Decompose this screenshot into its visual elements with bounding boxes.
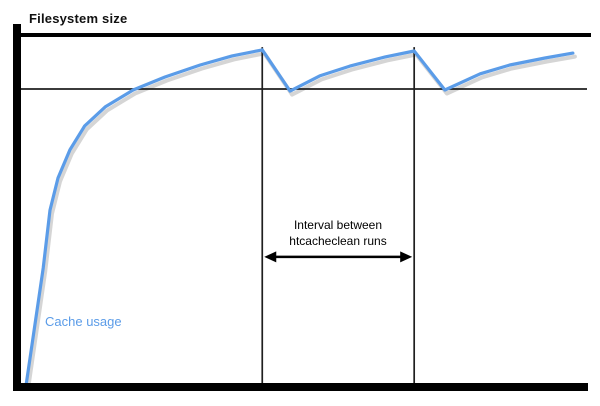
interval-annotation-line2: htcacheclean runs: [289, 234, 387, 248]
filesystem-size-label: Filesystem size: [29, 11, 128, 26]
interval-annotation: Interval between htcacheclean runs: [253, 217, 423, 249]
interval-annotation-line1: Interval between: [293, 218, 383, 232]
cache-usage-label: Cache usage: [45, 314, 122, 329]
